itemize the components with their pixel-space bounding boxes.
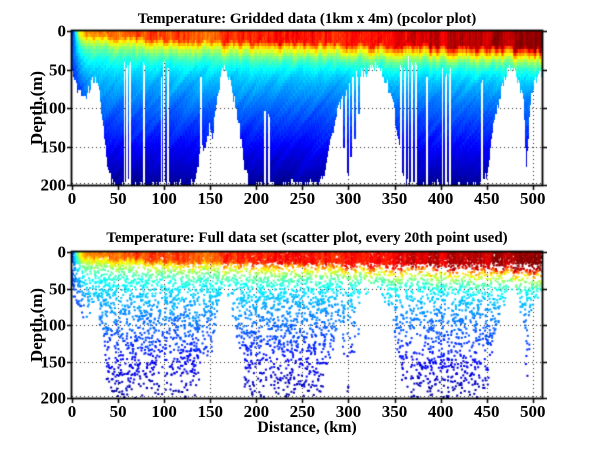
- x-tick-label: 150: [197, 189, 223, 208]
- y-tick-label: 100: [40, 98, 67, 118]
- x-tick-label: 500: [520, 189, 546, 208]
- x-tick-label: 150: [197, 402, 223, 421]
- y-tick-label: 50: [49, 60, 66, 79]
- x-tick-label: 250: [289, 402, 316, 421]
- x-tick-label: 300: [335, 402, 362, 421]
- x-tick-label: 350: [381, 189, 408, 208]
- y-tick-label: 0: [57, 21, 67, 41]
- x-tick-label: 450: [473, 189, 500, 208]
- pcolor-plot-canvas: [67, 27, 547, 191]
- x-tick-label: 0: [67, 402, 77, 421]
- x-tick-label: 350: [381, 402, 408, 421]
- scatter-plot-canvas: [67, 248, 547, 404]
- x-tick-label: 250: [289, 189, 316, 208]
- chart-title-scatter: Temperature: Full data set (scatter plot…: [106, 230, 508, 246]
- x-tick-label: 50: [109, 189, 127, 208]
- y-tick-label: 150: [40, 137, 67, 156]
- x-tick-label: 450: [473, 402, 500, 421]
- x-tick-label: 300: [335, 189, 362, 208]
- x-tick-label: 200: [243, 402, 270, 421]
- y-tick-label: 100: [40, 315, 67, 335]
- y-tick-label: 50: [49, 279, 66, 298]
- x-tick-label: 400: [427, 189, 454, 208]
- y-tick-label: 150: [40, 352, 67, 371]
- y-tick-label: 0: [57, 242, 67, 262]
- y-tick-label: 200: [40, 175, 67, 195]
- x-tick-label: 100: [151, 402, 177, 421]
- chart-title-pcolor: Temperature: Gridded data (1km x 4m) (pc…: [137, 11, 477, 27]
- x-tick-label: 400: [427, 402, 454, 421]
- x-tick-label: 50: [109, 402, 127, 421]
- x-tick-label: 100: [151, 189, 177, 208]
- x-tick-label: 500: [520, 402, 546, 421]
- x-tick-label: 0: [67, 189, 77, 208]
- y-tick-label: 200: [40, 388, 67, 408]
- x-axis-label: Distance, (km): [257, 419, 357, 436]
- x-tick-label: 200: [243, 189, 270, 208]
